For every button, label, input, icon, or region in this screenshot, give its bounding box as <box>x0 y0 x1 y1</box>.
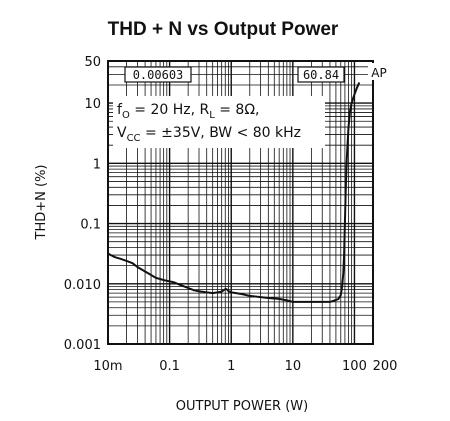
y-tick-label: 0.010 <box>64 278 101 293</box>
right-readout-value: 60.84 <box>303 68 339 82</box>
conditions-line-1: fO = 20 Hz, RL = 8Ω, <box>117 102 259 121</box>
x-tick-label: 10 <box>285 359 302 374</box>
x-axis-label: OUTPUT POWER (W) <box>176 399 308 414</box>
x-tick-label: 200 <box>373 359 398 374</box>
y-tick-labels: 50 10 1 0.1 0.010 0.001 <box>64 55 101 353</box>
x-tick-label: 10m <box>93 359 122 374</box>
right-readout-box: 60.84 <box>297 66 345 83</box>
left-readout-box: 0.00603 <box>124 66 192 83</box>
y-tick-label: 0.1 <box>80 218 101 233</box>
left-readout-value: 0.00603 <box>133 68 184 82</box>
y-tick-label: 0.001 <box>64 338 101 353</box>
curve-layer <box>107 82 361 303</box>
x-tick-labels: 10m 0.1 1 10 100 200 <box>93 359 397 374</box>
x-tick-label: 1 <box>227 359 235 374</box>
ap-mark-text: AP <box>371 66 386 80</box>
ap-mark: AP <box>368 63 390 80</box>
x-tick-label: 0.1 <box>159 359 180 374</box>
y-axis-label: THD+N (%) <box>34 165 49 241</box>
x-tick-label: 100 <box>342 359 367 374</box>
chart-title: THD + N vs Output Power <box>108 19 339 40</box>
y-tick-label: 1 <box>93 157 101 172</box>
plot-frame <box>107 60 374 345</box>
thd-curve <box>107 82 361 303</box>
y-tick-label: 50 <box>84 55 101 70</box>
test-conditions: fO = 20 Hz, RL = 8Ω, VCC = ±35V, BW < 80… <box>113 96 325 148</box>
conditions-line-2: VCC = ±35V, BW < 80 kHz <box>117 125 301 144</box>
y-tick-label: 10 <box>84 97 101 112</box>
